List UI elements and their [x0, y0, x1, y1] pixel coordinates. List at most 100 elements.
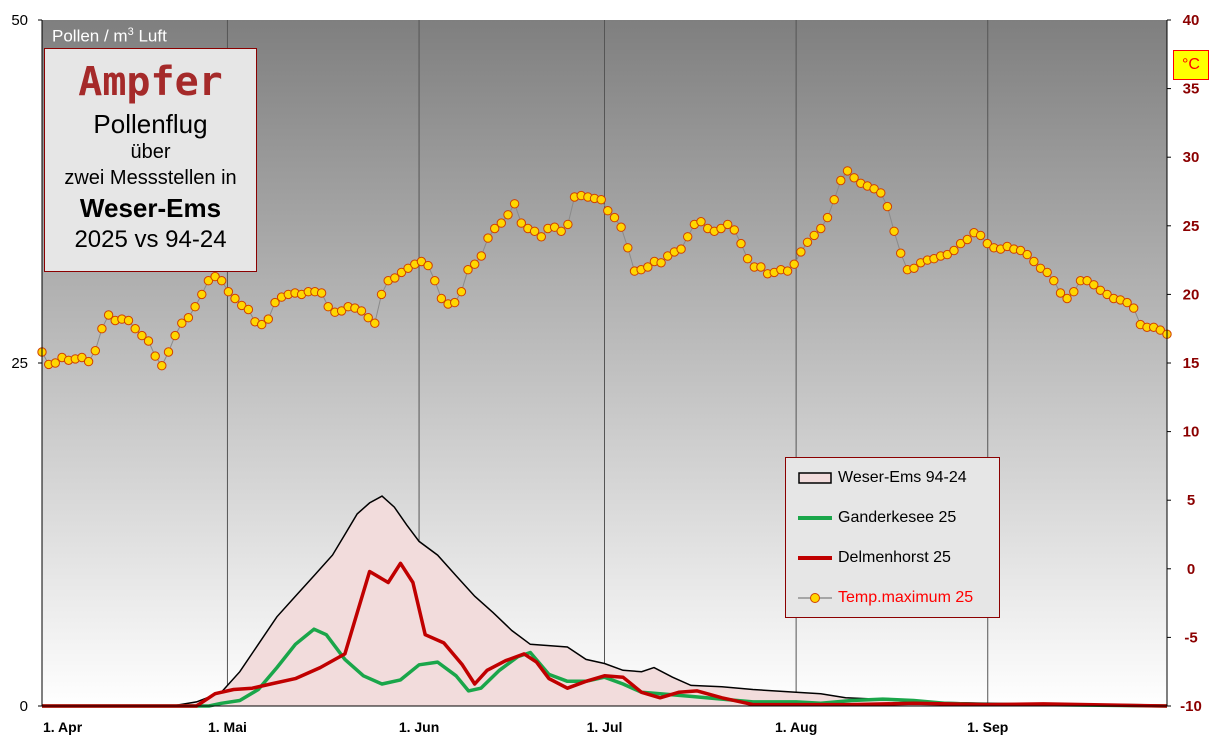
temp-point: [796, 247, 806, 257]
temp-point: [683, 232, 693, 242]
temp-point: [816, 223, 826, 234]
temp-point: [483, 233, 493, 243]
x-tick-label: 1. Aug: [775, 719, 817, 735]
legend-swatch-ganderkesee: [798, 516, 832, 520]
temp-point: [197, 289, 207, 300]
temp-point: [876, 188, 886, 198]
temp-point: [217, 276, 227, 286]
temp-point: [137, 330, 147, 341]
temp-point: [177, 318, 187, 328]
temp-point: [556, 226, 566, 237]
temp-point: [663, 251, 673, 261]
legend-swatch-avg: [798, 472, 832, 484]
temp-point: [909, 263, 919, 273]
temp-point: [563, 219, 573, 230]
temp-point: [456, 287, 467, 297]
y-right-tick-label: 0: [1187, 561, 1195, 578]
temp-point: [949, 245, 959, 256]
y-right-tick-label: -10: [1180, 698, 1202, 715]
temp-point: [50, 358, 60, 368]
y-right-tick-label: 30: [1183, 149, 1200, 166]
temp-point: [836, 175, 846, 186]
temp-point: [789, 259, 799, 269]
temp-point: [1049, 276, 1059, 286]
temp-point: [470, 259, 480, 269]
y-right-tick-label: 35: [1183, 81, 1200, 98]
temp-point: [756, 262, 766, 272]
temp-point: [609, 212, 620, 223]
temp-point: [1082, 276, 1092, 286]
subtitle-region: Weser-Ems: [79, 193, 222, 223]
series-layer: [37, 166, 1172, 708]
temp-point: [396, 267, 407, 278]
subtitle-pollenflug: Pollenflug: [93, 109, 208, 139]
temp-point: [889, 226, 899, 237]
temp-point: [736, 238, 746, 249]
legend-label-avg: Weser-Ems 94-24: [838, 469, 967, 486]
temp-point: [323, 302, 333, 312]
temp-point: [423, 260, 433, 271]
subtitle-years: 2025 vs 94-24: [74, 226, 227, 253]
temp-point: [403, 263, 413, 273]
temp-point: [210, 271, 220, 282]
temp-point: [842, 166, 853, 176]
axis-labels: 1. Apr 1. Mai 1. Jun 1. Jul 1. Aug 1. Sep 0 25 5…: [11, 12, 1202, 735]
temp-point: [336, 306, 347, 316]
y-right-tick-label: 20: [1183, 286, 1200, 303]
temp-point: [1022, 249, 1032, 260]
x-tick-label: 1. Jun: [399, 719, 439, 735]
temp-point: [962, 234, 972, 245]
temp-point: [1095, 285, 1106, 295]
temp-point: [676, 244, 686, 254]
temp-point: [603, 206, 613, 216]
chart-title: Ampfer: [78, 59, 223, 105]
temp-point: [802, 237, 813, 248]
temp-point: [869, 184, 879, 194]
temp-point: [390, 273, 400, 283]
temp-point: [430, 276, 440, 286]
temp-point: [849, 173, 859, 183]
temp-point: [955, 238, 966, 249]
subtitle-ueber: über: [130, 141, 171, 163]
temp-point: [782, 266, 793, 276]
temp-point: [257, 319, 267, 330]
legend-swatch-temp: [798, 593, 832, 603]
temp-point: [1035, 263, 1046, 273]
legend-label-delmenhorst: Delmenhorst 25: [838, 549, 951, 566]
temp-point: [696, 217, 706, 227]
x-tick-label: 1. Apr: [43, 719, 83, 735]
x-tick-label: 1. Mai: [208, 719, 247, 735]
temp-point: [975, 230, 986, 241]
temp-point: [183, 313, 194, 323]
y-left-tick-label: 25: [11, 355, 28, 372]
temp-point: [1055, 288, 1066, 298]
series-line-weser-ems-94-24: [42, 495, 1168, 707]
temp-point: [237, 300, 247, 311]
legend-label-ganderkesee: Ganderkesee 25: [838, 509, 957, 526]
series-area-weser-ems-94-24: [42, 496, 1167, 706]
legend-label-temp: Temp.maximum 25: [838, 589, 974, 606]
temp-point: [356, 306, 367, 316]
temp-point: [1122, 297, 1132, 308]
temp-point: [77, 352, 87, 363]
temp-point: [263, 314, 273, 324]
temp-point: [436, 293, 447, 304]
title-box: Ampfer Pollenflug über zwei Messstellen …: [44, 48, 257, 272]
y-left-tick-label: 0: [20, 698, 28, 715]
temp-point: [822, 212, 833, 223]
temp-point: [450, 297, 460, 308]
temp-point: [516, 218, 526, 228]
temp-point: [316, 288, 327, 298]
y-right-tick-label: 15: [1183, 355, 1200, 372]
celsius-unit-badge: °C: [1173, 50, 1209, 80]
temp-point: [982, 238, 992, 249]
temp-point: [829, 195, 839, 205]
temp-point: [1129, 303, 1139, 313]
temp-point: [143, 336, 154, 346]
temp-point: [1155, 325, 1166, 335]
temp-point: [742, 254, 753, 264]
temp-point: [896, 248, 906, 258]
temp-point: [942, 249, 952, 260]
y-right-tick-label: 25: [1183, 218, 1200, 235]
x-tick-label: 1. Sep: [967, 719, 1008, 735]
